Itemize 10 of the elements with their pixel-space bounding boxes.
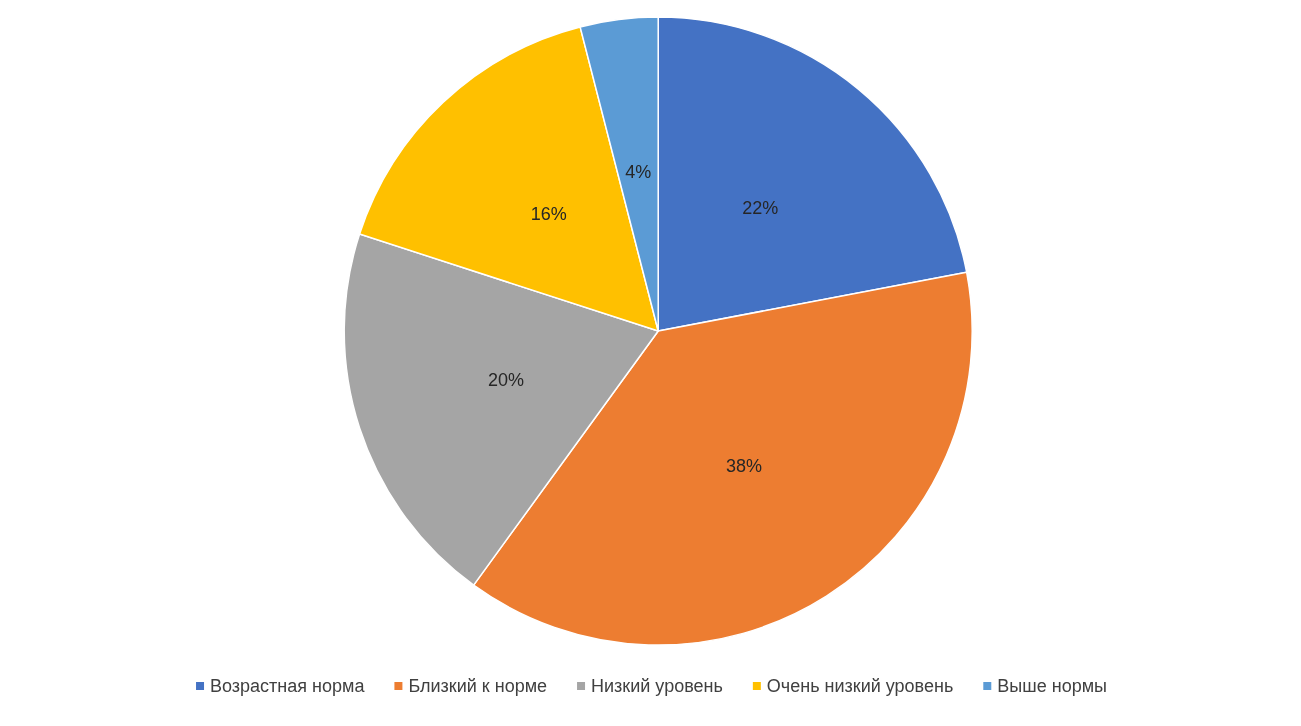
data-label: 38% xyxy=(725,456,762,477)
data-label: 4% xyxy=(625,162,652,183)
legend-label: Очень низкий уровень xyxy=(766,676,954,696)
legend-label: Выше нормы xyxy=(997,676,1107,696)
data-label: 16% xyxy=(530,204,567,225)
legend-label: Возрастная норма xyxy=(210,676,366,696)
legend-label: Низкий уровень xyxy=(591,676,723,696)
data-label: 20% xyxy=(488,370,525,391)
legend-label: Близкий к норме xyxy=(408,676,548,696)
data-label: 22% xyxy=(742,197,779,218)
